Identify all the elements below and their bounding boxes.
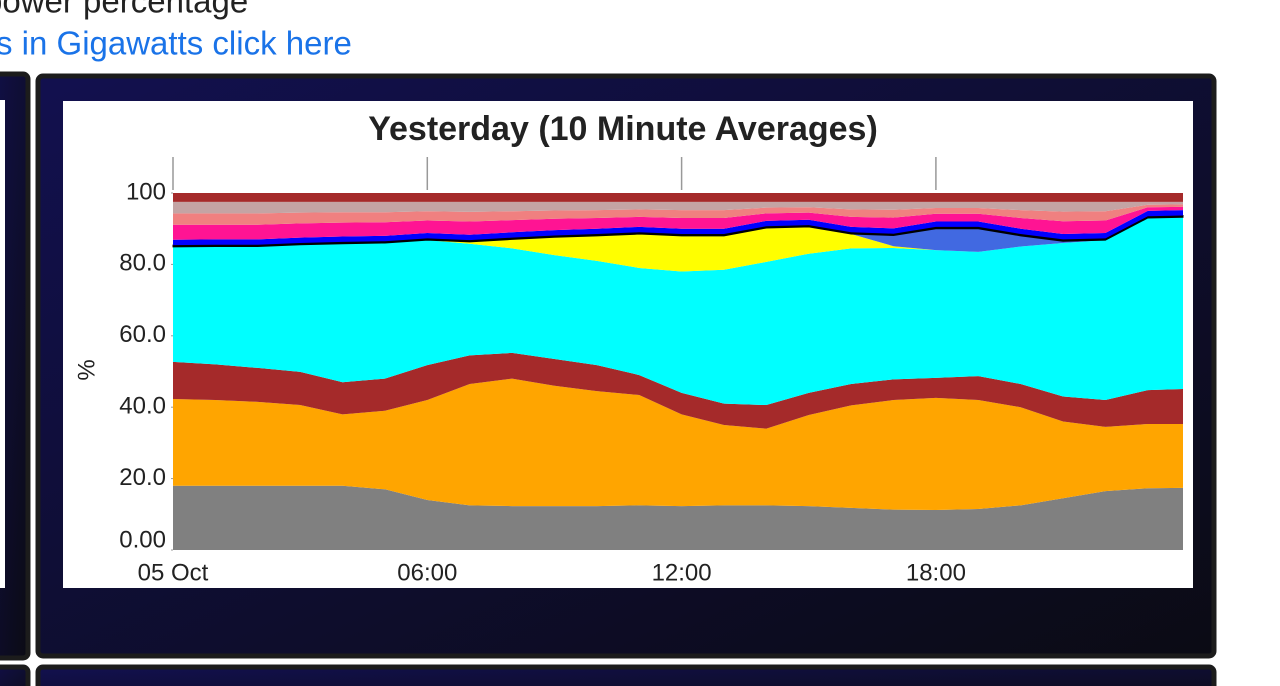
area: [173, 352, 1183, 429]
y-tick-label: 20.0: [119, 464, 166, 491]
gigawatts-link[interactable]: s in Gigawatts click here: [0, 25, 352, 62]
y-tick-label: 0.00: [119, 526, 166, 553]
lower-panel: [35, 664, 1217, 686]
left-panel: [0, 71, 31, 661]
y-tick-label: 100: [126, 178, 166, 205]
area: [173, 217, 1183, 252]
area: [173, 201, 1183, 214]
area: [173, 204, 1183, 225]
lower-left-panel: [0, 664, 31, 686]
subtitle: power percentage: [0, 0, 248, 20]
x-tick-label: 12:00: [652, 559, 712, 586]
y-tick-label: 60.0: [119, 321, 166, 348]
area: [173, 217, 1183, 272]
y-axis-label: %: [73, 359, 100, 380]
area: [173, 485, 1183, 550]
area: [173, 217, 1183, 406]
chart-title: Yesterday (10 Minute Averages): [368, 110, 878, 148]
area: [173, 193, 1183, 202]
plot: 0.00 20.0 40.0 60.0 80.0 100 05 Oct 06:00 12:00 1…: [119, 157, 1184, 586]
x-tick-label: 05 Oct: [138, 559, 209, 586]
y-tick-label: 80.0: [119, 250, 166, 277]
area: [173, 210, 1183, 246]
area: [173, 378, 1183, 511]
x-tick-label: 18:00: [906, 559, 966, 586]
area: [173, 206, 1183, 240]
y-tick-label: 40.0: [119, 393, 166, 420]
left-chart-edge: [0, 100, 5, 588]
x-tick-label: 06:00: [397, 559, 457, 586]
